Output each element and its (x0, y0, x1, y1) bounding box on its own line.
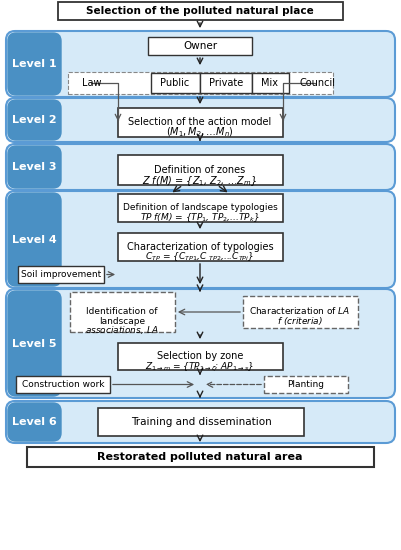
Bar (18, 266, 104, 283)
Text: Law: Law (82, 78, 102, 88)
FancyBboxPatch shape (8, 100, 61, 140)
Text: Level 1: Level 1 (12, 59, 56, 69)
Text: Selection of the action model: Selection of the action model (128, 117, 271, 127)
Text: $C_{TP}$ = {$C_{TP1}$,$C$ $_{TP2}$,...$C_{TPi}$}: $C_{TP}$ = {$C_{TP1}$,$C$ $_{TP2}$,...$C… (146, 251, 255, 263)
Text: Restorated polluted natural area: Restorated polluted natural area (97, 452, 303, 462)
FancyBboxPatch shape (6, 289, 395, 398)
Text: Mix: Mix (261, 78, 279, 88)
Bar (200, 73, 252, 93)
Text: f ($criteria$): f ($criteria$) (277, 315, 323, 327)
Text: Characterization of $LA$: Characterization of $LA$ (249, 305, 351, 316)
Text: Owner: Owner (183, 41, 217, 51)
Bar (70, 292, 175, 332)
Text: Level 2: Level 2 (12, 115, 56, 125)
Text: $Z_{1\rightarrow m}$ = {$TP_{1\rightarrow\zeta}$; $AP_{1\rightarrow s}$}: $Z_{1\rightarrow m}$ = {$TP_{1\rightarro… (146, 360, 255, 373)
Text: Z f(M) = {$Z_1$, $Z_2$, …$Z_m$}: Z f(M) = {$Z_1$, $Z_2$, …$Z_m$} (142, 174, 257, 188)
Bar (243, 296, 358, 328)
Text: Training and dissemination: Training and dissemination (131, 417, 271, 427)
FancyBboxPatch shape (6, 401, 395, 443)
Text: Public: Public (160, 78, 190, 88)
Bar (118, 233, 283, 261)
Text: Private: Private (209, 78, 243, 88)
Bar (118, 155, 283, 185)
Bar (151, 73, 200, 93)
FancyBboxPatch shape (6, 31, 395, 97)
Text: Construction work: Construction work (22, 380, 104, 389)
Text: Definition of landscape typologies: Definition of landscape typologies (123, 204, 277, 212)
Text: Soil improvement: Soil improvement (21, 270, 101, 279)
Text: Planting: Planting (288, 380, 324, 389)
Bar (264, 376, 348, 393)
Bar (148, 37, 252, 55)
Bar (16, 376, 110, 393)
Text: Characterization of typologies: Characterization of typologies (127, 242, 273, 252)
Text: associations, $LA$: associations, $LA$ (85, 324, 159, 336)
Bar (118, 108, 283, 137)
FancyBboxPatch shape (8, 146, 61, 188)
Bar (58, 2, 343, 20)
FancyBboxPatch shape (6, 144, 395, 190)
Text: TP f(M) = {$TP_1$, $TP_2$,...$TP_k$}: TP f(M) = {$TP_1$, $TP_2$,...$TP_k$} (140, 212, 260, 224)
Text: Definition of zones: Definition of zones (154, 165, 246, 175)
FancyBboxPatch shape (8, 403, 61, 441)
Text: Level 4: Level 4 (12, 235, 57, 245)
FancyBboxPatch shape (8, 33, 61, 95)
FancyBboxPatch shape (6, 98, 395, 142)
Bar (118, 194, 283, 222)
Bar (252, 73, 289, 93)
FancyBboxPatch shape (8, 291, 61, 396)
FancyBboxPatch shape (6, 191, 395, 288)
Text: Selection by zone: Selection by zone (157, 351, 243, 361)
Bar (98, 408, 304, 436)
FancyBboxPatch shape (8, 193, 61, 286)
Text: Identification of: Identification of (86, 306, 158, 316)
Bar (68, 72, 333, 94)
Text: landscape: landscape (99, 316, 145, 326)
Bar (27, 447, 374, 467)
Text: Level 5: Level 5 (12, 339, 56, 349)
Text: Selection of the polluted natural place: Selection of the polluted natural place (86, 6, 314, 16)
Bar (118, 343, 283, 370)
Text: Level 6: Level 6 (12, 417, 57, 427)
Text: Council: Council (300, 78, 336, 88)
Text: $(M_1, M_2, \ldots M_n)$: $(M_1, M_2, \ldots M_n)$ (166, 125, 234, 139)
Text: Level 3: Level 3 (12, 162, 56, 172)
